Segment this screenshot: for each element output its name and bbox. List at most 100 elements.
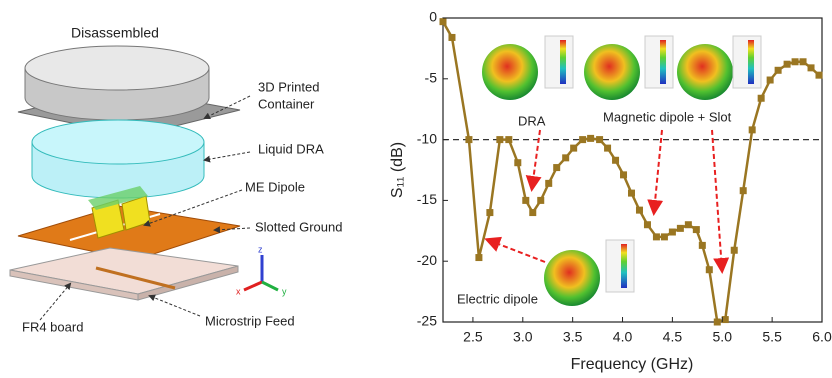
marker bbox=[668, 228, 676, 236]
x-tick-label: 2.5 bbox=[463, 329, 483, 345]
y-tick-label: -10 bbox=[417, 130, 437, 146]
marker bbox=[562, 154, 570, 162]
annotation: DRA bbox=[518, 113, 546, 128]
annotation: Magnetic dipole + Slot bbox=[603, 109, 732, 124]
axis-label: y bbox=[282, 286, 287, 296]
marker bbox=[553, 164, 561, 172]
marker bbox=[660, 233, 668, 241]
exploded-diagram: Disassembled 3D Printed Container Liquid… bbox=[9, 25, 342, 334]
marker bbox=[815, 71, 823, 79]
fr4-edge bbox=[137, 265, 239, 301]
y-tick-label: -20 bbox=[417, 252, 437, 268]
marker bbox=[783, 60, 791, 68]
marker bbox=[774, 66, 782, 74]
pattern bbox=[677, 44, 733, 100]
marker bbox=[522, 196, 530, 204]
marker bbox=[465, 136, 473, 144]
marker bbox=[698, 241, 706, 249]
label: Liquid DRA bbox=[258, 141, 324, 156]
colorbar bbox=[621, 244, 627, 288]
magnet bbox=[88, 186, 148, 210]
marker bbox=[628, 189, 636, 197]
annotation-arrow bbox=[647, 129, 664, 216]
marker bbox=[620, 171, 628, 179]
marker bbox=[721, 316, 729, 324]
annotation-arrow bbox=[525, 129, 542, 192]
marker bbox=[496, 136, 504, 144]
marker bbox=[705, 266, 713, 274]
marker bbox=[757, 94, 765, 102]
colorbar-box bbox=[644, 35, 674, 89]
marker bbox=[730, 246, 738, 254]
marker bbox=[748, 126, 756, 134]
diagram-title: Disassembled bbox=[71, 25, 159, 41]
marker bbox=[579, 136, 587, 144]
marker bbox=[643, 221, 651, 229]
marker bbox=[537, 196, 545, 204]
marker bbox=[692, 226, 700, 234]
marker bbox=[739, 187, 747, 195]
leader bbox=[213, 226, 251, 234]
container-top bbox=[24, 45, 210, 91]
pattern bbox=[544, 250, 600, 306]
x-tick-label: 4.5 bbox=[663, 329, 683, 345]
marker bbox=[799, 58, 807, 66]
x-axis-label: Frequency (GHz) bbox=[571, 356, 694, 373]
marker bbox=[766, 76, 774, 84]
marker bbox=[545, 179, 553, 187]
colorbar bbox=[660, 40, 666, 84]
marker bbox=[596, 136, 604, 144]
marker bbox=[684, 221, 692, 229]
colorbar bbox=[560, 40, 566, 84]
colorbar-box bbox=[732, 35, 762, 89]
annotation-arrow bbox=[711, 129, 730, 274]
x-tick-label: 3.0 bbox=[513, 329, 533, 345]
marker bbox=[612, 156, 620, 164]
x-tick-label: 5.0 bbox=[713, 329, 733, 345]
marker bbox=[791, 58, 799, 66]
colorbar bbox=[748, 40, 754, 84]
marker bbox=[529, 209, 537, 217]
colorbar-box bbox=[544, 35, 574, 89]
marker bbox=[652, 233, 660, 241]
annotation: Electric dipole bbox=[457, 291, 538, 306]
y-tick-label: -5 bbox=[425, 70, 438, 86]
pattern-insets: DRA Magnetic dipole + Slot Electric dipo… bbox=[457, 35, 762, 306]
x-tick-label: 6.0 bbox=[812, 329, 832, 345]
label: Microstrip Feed bbox=[205, 313, 295, 328]
leader bbox=[39, 282, 72, 321]
marker bbox=[514, 159, 522, 167]
marker bbox=[486, 209, 494, 217]
label: Container bbox=[258, 96, 315, 111]
label: ME Dipole bbox=[245, 179, 305, 194]
dra-top bbox=[31, 119, 205, 165]
label: 3D Printed bbox=[258, 79, 319, 94]
axis-label: x bbox=[236, 286, 241, 296]
leader bbox=[143, 189, 243, 227]
leader bbox=[203, 151, 251, 163]
y-axis-label: S₁₁ (dB) bbox=[389, 142, 406, 198]
fr4-board bbox=[9, 247, 239, 295]
marker bbox=[807, 64, 815, 72]
microstrip bbox=[95, 266, 176, 290]
pattern bbox=[482, 44, 538, 100]
marker bbox=[676, 224, 684, 232]
colorbar-box bbox=[605, 239, 635, 293]
pattern bbox=[584, 44, 640, 100]
marker bbox=[587, 134, 595, 142]
y-tick-label: -25 bbox=[417, 313, 437, 329]
plot-frame bbox=[442, 17, 823, 323]
x-tick-label: 4.0 bbox=[613, 329, 633, 345]
marker bbox=[570, 144, 578, 152]
x-tick-label: 5.5 bbox=[762, 329, 782, 345]
marker bbox=[475, 254, 483, 262]
annotation-arrow bbox=[484, 236, 546, 263]
marker bbox=[448, 33, 456, 41]
leader bbox=[148, 294, 201, 317]
label: FR4 board bbox=[22, 319, 83, 334]
marker bbox=[635, 206, 643, 214]
marker bbox=[439, 18, 447, 26]
y-tick-label: -15 bbox=[417, 191, 437, 207]
marker bbox=[713, 318, 721, 326]
